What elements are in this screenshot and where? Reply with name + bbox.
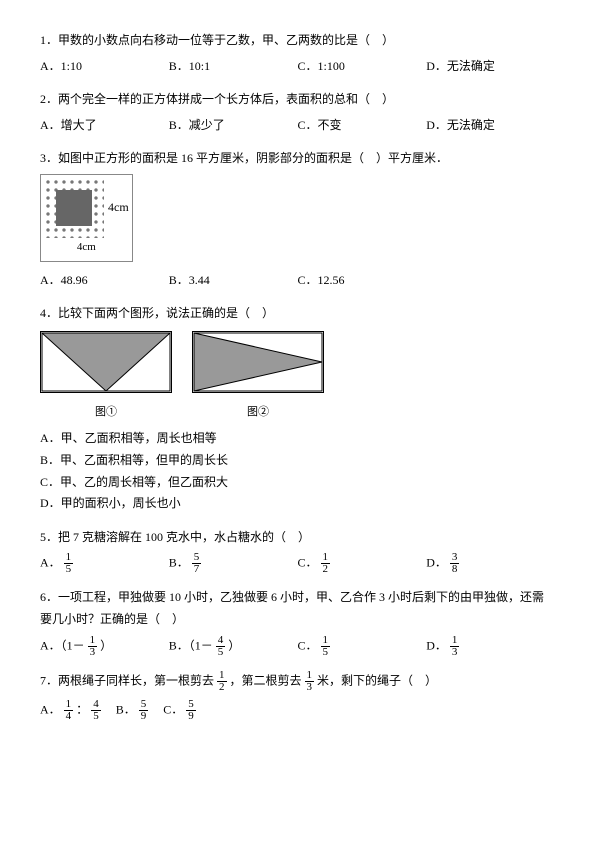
q6-options: A．（1－ 13 ） B．（1－ 45 ） C． 15 D． 13 [40, 635, 555, 658]
q2-opt-c: C．不变 [298, 115, 427, 137]
q1-opt-a: A．1:10 [40, 56, 169, 78]
square-figure: 4cm 4cm [40, 174, 133, 262]
q2-options: A．增大了 B．减少了 C．不变 D．无法确定 [40, 115, 555, 137]
figure-1: 图① [40, 331, 172, 422]
q7-stem-a: 7．两根绳子同样长，第一根剪去 [40, 673, 214, 687]
q6-frac-b: 45 [216, 635, 226, 658]
q6-frac-d: 13 [450, 635, 460, 658]
q6-opt-c: C． 15 [298, 635, 427, 658]
q6-a-pre: A．（1－ [40, 638, 85, 652]
q5-opt-c: C． 12 [298, 552, 427, 575]
figure-2: 图② [192, 331, 324, 422]
triangle-2-svg [192, 331, 324, 393]
square-pattern [44, 178, 104, 238]
q7-b-pre: B． [104, 702, 136, 716]
q3-opt-d [426, 270, 555, 292]
q1-opt-d: D．无法确定 [426, 56, 555, 78]
q6-d-pre: D． [426, 638, 447, 652]
q3-stem: 3．如图中正方形的面积是 16 平方厘米，阴影部分的面积是（ ）平方厘米． [40, 148, 555, 170]
question-1: 1．甲数的小数点向右移动一位等于乙数，甲、乙两数的比是（ ） A．1:10 B．… [40, 30, 555, 77]
question-6: 6．一项工程，甲独做要 10 小时，乙独做要 6 小时，甲、乙合作 3 小时后剩… [40, 587, 555, 657]
q5-frac-b: 57 [192, 552, 202, 575]
question-5: 5．把 7 克糖溶解在 100 克水中，水占糖水的（ ） A． 15 B． 57… [40, 527, 555, 576]
q7-stem-line: 7．两根绳子同样长，第一根剪去 12 ，第二根剪去 13 米，剩下的绳子（ ） [40, 670, 555, 693]
q7-frac-a1: 14 [64, 699, 74, 722]
q1-opt-b: B．10:1 [169, 56, 298, 78]
triangle-1-svg [40, 331, 172, 393]
q2-opt-a: A．增大了 [40, 115, 169, 137]
q3-figure: 4cm 4cm [40, 170, 555, 266]
q3-opt-b: B．3.44 [169, 270, 298, 292]
dim-right: 4cm [108, 197, 129, 219]
q7-frac-2: 13 [305, 670, 315, 693]
q7-colon: ： [76, 702, 88, 716]
q6-a-suf: ） [100, 638, 112, 652]
q4-figures: 图① 图② [40, 331, 555, 422]
q2-opt-b: B．减少了 [169, 115, 298, 137]
q1-opt-c: C．1:100 [298, 56, 427, 78]
q3-options: A．48.96 B．3.44 C．12.56 [40, 270, 555, 292]
q7-stem-b: ，第二根剪去 [230, 673, 302, 687]
q7-frac-a2: 45 [91, 699, 101, 722]
q5-c-label: C． [298, 556, 318, 570]
figure-1-label: 图① [40, 403, 172, 423]
q7-frac-c: 59 [186, 699, 196, 722]
q6-c-pre: C． [298, 638, 318, 652]
q5-frac-a: 15 [64, 552, 74, 575]
q4-stem: 4．比较下面两个图形，说法正确的是（ ） [40, 303, 555, 325]
q6-opt-d: D． 13 [426, 635, 555, 658]
figure-2-label: 图② [192, 403, 324, 423]
dim-bottom: 4cm [44, 238, 129, 258]
q6-stem: 6．一项工程，甲独做要 10 小时，乙独做要 6 小时，甲、乙合作 3 小时后剩… [40, 587, 555, 630]
q2-opt-d: D．无法确定 [426, 115, 555, 137]
q5-a-label: A． [40, 556, 61, 570]
q7-stem-c: 米，剩下的绳子（ ） [317, 673, 437, 687]
question-7: 7．两根绳子同样长，第一根剪去 12 ，第二根剪去 13 米，剩下的绳子（ ） … [40, 670, 555, 722]
q5-opt-a: A． 15 [40, 552, 169, 575]
q5-stem: 5．把 7 克糖溶解在 100 克水中，水占糖水的（ ） [40, 527, 555, 549]
q5-opt-b: B． 57 [169, 552, 298, 575]
q4-opt-c: C．甲、乙的周长相等，但乙面积大 [40, 472, 555, 494]
q5-d-label: D． [426, 556, 447, 570]
q2-stem: 2．两个完全一样的正方体拼成一个长方体后，表面积的总和（ ） [40, 89, 555, 111]
q7-a-pre: A． [40, 702, 61, 716]
q3-opt-c: C．12.56 [298, 270, 427, 292]
q5-opt-d: D． 38 [426, 552, 555, 575]
q6-opt-b: B．（1－ 45 ） [169, 635, 298, 658]
q4-opt-b: B．甲、乙面积相等，但甲的周长长 [40, 450, 555, 472]
q7-options: A． 14 ： 45 B． 59 C． 59 [40, 699, 555, 722]
question-4: 4．比较下面两个图形，说法正确的是（ ） 图① 图② A．甲、乙面积相等，周长也… [40, 303, 555, 514]
q6-b-pre: B．（1－ [169, 638, 213, 652]
q7-c-pre: C． [151, 702, 183, 716]
q5-b-label: B． [169, 556, 189, 570]
question-2: 2．两个完全一样的正方体拼成一个长方体后，表面积的总和（ ） A．增大了 B．减… [40, 89, 555, 136]
q1-options: A．1:10 B．10:1 C．1:100 D．无法确定 [40, 56, 555, 78]
q5-frac-c: 12 [321, 552, 331, 575]
q4-options: A．甲、乙面积相等，周长也相等 B．甲、乙面积相等，但甲的周长长 C．甲、乙的周… [40, 428, 555, 514]
q3-opt-a: A．48.96 [40, 270, 169, 292]
question-3: 3．如图中正方形的面积是 16 平方厘米，阴影部分的面积是（ ）平方厘米． 4c… [40, 148, 555, 291]
q6-opt-a: A．（1－ 13 ） [40, 635, 169, 658]
q1-stem: 1．甲数的小数点向右移动一位等于乙数，甲、乙两数的比是（ ） [40, 30, 555, 52]
q6-frac-c: 15 [321, 635, 331, 658]
q5-options: A． 15 B． 57 C． 12 D． 38 [40, 552, 555, 575]
q4-opt-d: D．甲的面积小，周长也小 [40, 493, 555, 515]
q4-opt-a: A．甲、乙面积相等，周长也相等 [40, 428, 555, 450]
q7-frac-1: 12 [217, 670, 227, 693]
q6-b-suf: ） [228, 638, 240, 652]
q6-frac-a: 13 [88, 635, 98, 658]
q7-frac-b: 59 [139, 699, 149, 722]
q5-frac-d: 38 [450, 552, 460, 575]
